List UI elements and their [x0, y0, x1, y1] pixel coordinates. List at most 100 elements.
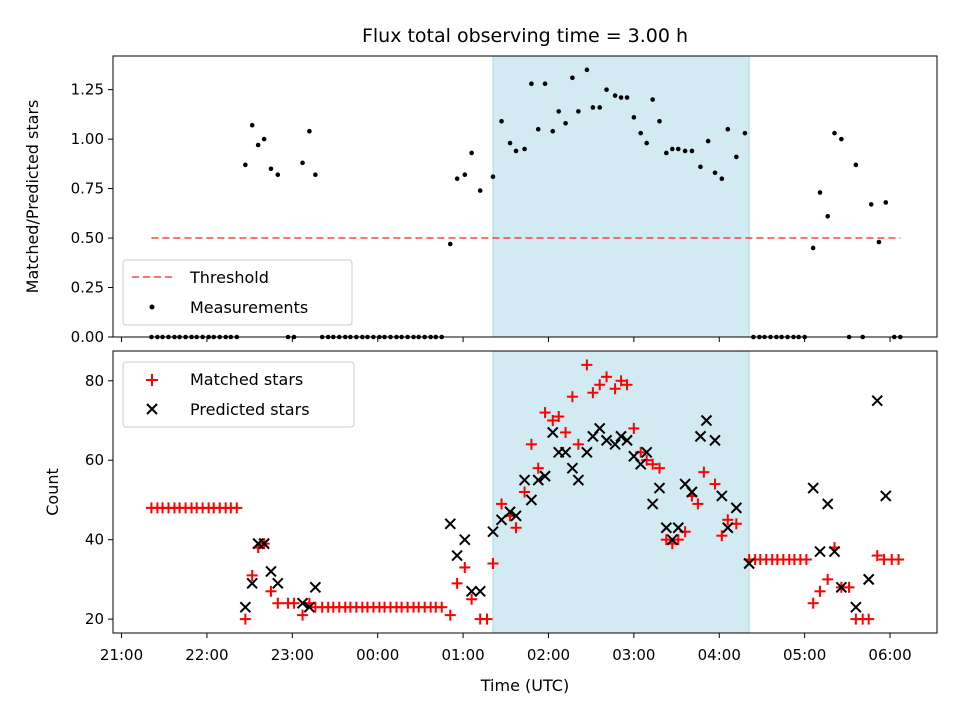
measurement-point: [556, 109, 562, 114]
measurement-point: [832, 130, 837, 136]
predicted-star-point: [459, 533, 471, 546]
measurement-point: [499, 119, 504, 124]
legend-matched-swatch: [146, 374, 158, 386]
predicted-star-point: [850, 601, 862, 613]
legend-measurements-label: Measurements: [190, 298, 308, 317]
matched-star-point: [246, 569, 258, 581]
matched-star-point: [481, 613, 493, 625]
predicted-star-point: [239, 601, 252, 613]
predicted-star-point: [700, 414, 713, 427]
predicted-stars-points: [239, 394, 892, 613]
top-legend: Threshold Measurements: [122, 259, 353, 326]
matched-star-point: [553, 411, 565, 423]
predicted-star-point: [518, 474, 531, 486]
predicted-star-point: [615, 430, 627, 443]
matched-star-point: [451, 577, 463, 589]
predicted-star-point: [862, 573, 875, 586]
matched-star-point: [709, 478, 721, 490]
top-x-ticks: [121, 337, 891, 342]
measurement-point: [612, 93, 618, 98]
top-axes: 0.00 0.25 0.50 0.75 1.00 1.25 Matched/Predict…: [23, 55, 938, 346]
matched-star-point: [297, 609, 309, 621]
x-tick-label: 01:00: [441, 646, 484, 664]
matched-star-point: [871, 550, 883, 562]
measurement-point: [542, 81, 548, 87]
predicted-star-point: [451, 549, 463, 562]
matched-star-point: [698, 466, 710, 478]
predicted-star-point: [694, 430, 707, 443]
measurement-point: [650, 97, 655, 102]
predicted-star-point: [525, 494, 538, 506]
measurement-point: [261, 136, 267, 142]
x-tick-label: 04:00: [698, 646, 741, 664]
measurement-point: [868, 202, 874, 207]
measurement-point: [490, 174, 496, 180]
measurement-point: [597, 105, 603, 110]
measurement-point: [313, 172, 318, 178]
matched-star-point: [487, 557, 499, 569]
measurement-point: [742, 130, 748, 136]
matched-star-point: [615, 375, 627, 387]
matched-star-point: [672, 534, 684, 546]
matched-star-point: [265, 585, 277, 597]
predicted-star-point: [609, 438, 621, 451]
matched-star-point: [239, 613, 251, 625]
y-tick-label: 1.00: [71, 130, 104, 148]
measurement-point: [535, 126, 541, 132]
predicted-star-point: [444, 518, 456, 530]
measurement-point: [712, 170, 718, 176]
measurement-point: [631, 115, 637, 120]
measurement-point: [853, 162, 859, 168]
measurement-point: [817, 190, 823, 195]
x-tick-label: 22:00: [185, 646, 228, 664]
predicted-star-point: [272, 577, 284, 590]
predicted-star-point: [716, 490, 728, 502]
predicted-star-point: [504, 506, 516, 518]
matched-star-point: [621, 379, 633, 391]
top-y-axis-label: Matched/Predicted stars: [23, 100, 42, 294]
legend-matched-label: Matched stars: [190, 370, 303, 389]
top-legend-box: [122, 259, 353, 326]
predicted-star-point: [672, 522, 684, 534]
predicted-star-point: [581, 446, 593, 458]
measurement-point: [657, 119, 662, 124]
predicted-star-point: [600, 434, 613, 447]
y-tick-label: 0.75: [71, 180, 104, 198]
measurement-point: [584, 67, 590, 73]
predicted-star-point: [835, 581, 848, 594]
predicted-star-point: [640, 446, 653, 458]
measurement-point: [725, 126, 731, 132]
matched-star-point: [722, 514, 734, 526]
bottom-legend-box: [122, 361, 355, 428]
measurement-point: [550, 128, 556, 134]
y-tick-label: 40: [85, 531, 104, 549]
matched-star-point: [560, 426, 572, 438]
measurement-point: [249, 122, 255, 128]
predicted-star-point: [666, 533, 679, 546]
predicted-star-point: [532, 474, 544, 486]
predicted-star-point: [265, 565, 277, 578]
predicted-star-point: [594, 422, 606, 435]
matched-star-point: [641, 454, 653, 466]
predicted-star-point: [807, 482, 819, 494]
measurement-point: [624, 95, 630, 100]
measurement-point: [570, 75, 575, 81]
measurement-point: [734, 154, 739, 160]
measurement-point: [522, 146, 527, 152]
measurement-point: [618, 95, 624, 100]
x-tick-label: 23:00: [271, 646, 314, 664]
measurement-point: [669, 146, 675, 152]
measurement-point: [477, 188, 483, 193]
matched-star-point: [581, 359, 593, 371]
predicted-star-point: [709, 434, 721, 447]
matched-star-point: [510, 522, 522, 534]
y-tick-label: 1.25: [71, 81, 104, 99]
predicted-star-point: [634, 458, 647, 470]
matched-star-point: [800, 554, 812, 566]
bottom-observing-window-shade: [492, 350, 750, 634]
bottom-y-axis-label: Count: [43, 468, 62, 516]
measurement-point: [705, 138, 711, 144]
measurement-point: [883, 200, 889, 205]
predicted-star-point: [246, 577, 258, 590]
